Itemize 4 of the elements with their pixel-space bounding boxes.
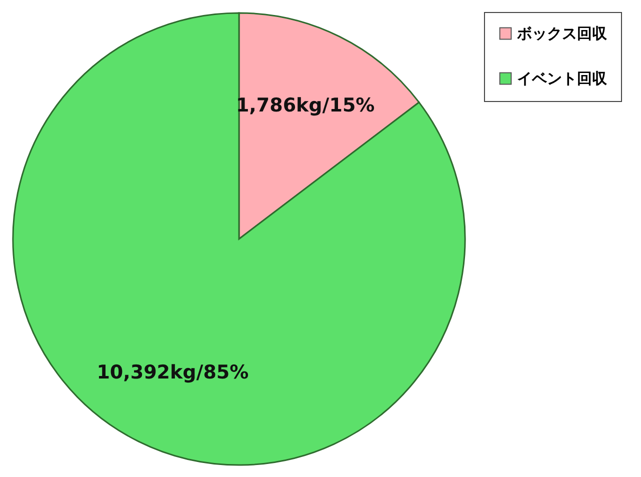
pie-slice xyxy=(12,12,466,466)
legend-label: イベント回収 xyxy=(517,70,608,88)
data-label: 10,392kg/85% xyxy=(96,362,249,384)
legend-label: ボックス回収 xyxy=(516,24,608,42)
